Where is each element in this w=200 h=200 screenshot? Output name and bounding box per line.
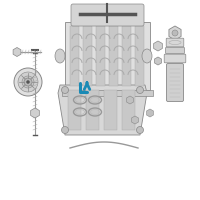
Circle shape [14,68,42,96]
Circle shape [62,86,68,94]
Polygon shape [86,90,99,130]
Circle shape [22,76,34,88]
Ellipse shape [55,49,65,63]
FancyBboxPatch shape [166,38,184,47]
Circle shape [136,86,144,94]
Polygon shape [169,26,181,40]
Polygon shape [104,90,117,130]
Polygon shape [83,26,92,86]
Polygon shape [65,22,150,90]
Polygon shape [135,26,144,86]
Polygon shape [127,96,133,104]
Polygon shape [70,26,79,86]
Polygon shape [155,57,161,65]
Polygon shape [58,85,147,135]
Polygon shape [154,41,162,51]
Polygon shape [62,90,153,96]
Polygon shape [109,26,118,86]
Polygon shape [122,90,135,130]
Circle shape [172,30,178,36]
Polygon shape [132,116,138,124]
Polygon shape [122,26,131,86]
Circle shape [26,80,30,84]
Circle shape [24,78,32,86]
Circle shape [18,72,38,92]
Polygon shape [31,108,39,118]
Circle shape [136,127,144,134]
FancyBboxPatch shape [71,4,144,26]
Circle shape [62,127,68,134]
FancyBboxPatch shape [164,54,186,63]
Ellipse shape [142,49,152,63]
Polygon shape [96,26,105,86]
FancyBboxPatch shape [166,64,184,102]
Polygon shape [147,109,153,117]
Polygon shape [68,90,81,130]
Polygon shape [13,47,21,56]
FancyBboxPatch shape [166,47,184,53]
